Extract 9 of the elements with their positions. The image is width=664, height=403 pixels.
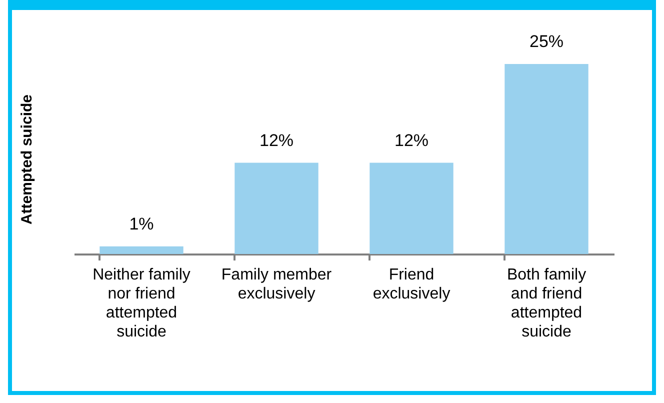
data-label: 25% xyxy=(529,32,564,51)
y-axis-title: Attempted suicide xyxy=(18,94,36,225)
x-tick-label: Both family and friend attempted suicide xyxy=(506,266,586,340)
data-label: 12% xyxy=(259,130,294,150)
data-label: 12% xyxy=(394,130,429,150)
x-tick-label: Neither family nor friend attempted suicide xyxy=(92,266,190,340)
x-tick-label: Friend exclusively xyxy=(372,266,450,302)
data-label: 1% xyxy=(129,214,154,234)
x-tick-label: Family member exclusively xyxy=(221,266,332,302)
